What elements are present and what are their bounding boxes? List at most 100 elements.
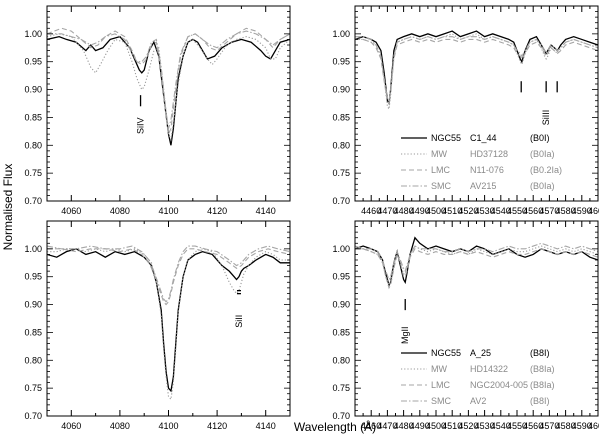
- x-tick-label: 4580: [556, 206, 576, 216]
- y-tick-label: 0.80: [332, 140, 350, 150]
- y-tick-label: 0.70: [332, 196, 350, 206]
- legend-star: C1_44: [470, 133, 497, 143]
- x-tick-label: 4520: [458, 206, 478, 216]
- legend-star: HD37128: [470, 149, 508, 159]
- x-tick-label: 4100: [158, 206, 178, 216]
- legend-sample: MW: [431, 149, 447, 159]
- legend-sample: LMC: [431, 165, 451, 175]
- legend-sample: SMC: [431, 181, 452, 191]
- x-tick-label: 4570: [539, 421, 559, 431]
- x-tick-label: 4590: [572, 206, 592, 216]
- y-tick-label: 0.90: [332, 85, 350, 95]
- series-line-lmc: [46, 27, 291, 137]
- x-tick-label: 4480: [394, 421, 414, 431]
- y-axis-label: Normalised Flux: [1, 164, 15, 251]
- series-line-mw: [46, 33, 291, 142]
- x-tick-label: 4560: [523, 206, 543, 216]
- legend-sample: LMC: [431, 380, 451, 390]
- x-tick-label: 4510: [442, 421, 462, 431]
- x-tick-label: 4490: [410, 421, 430, 431]
- y-tick-label: 0.95: [24, 272, 42, 282]
- x-tick-label: 4590: [572, 421, 592, 431]
- series-line-lmc: [47, 248, 291, 306]
- x-tick-label: 4120: [207, 421, 227, 431]
- x-tick-label: 4460: [361, 206, 381, 216]
- x-tick-label: 4520: [458, 421, 478, 431]
- legend-sample: NGC55: [431, 133, 461, 143]
- legend-star: HD14322: [470, 364, 508, 374]
- x-tick-label: 4140: [256, 206, 276, 216]
- x-tick-label: 4060: [61, 421, 81, 431]
- y-tick-label: 0.70: [24, 196, 42, 206]
- x-tick-label: 4080: [110, 421, 130, 431]
- series-line-smc: [46, 245, 291, 303]
- x-tick-label: 4490: [410, 206, 430, 216]
- y-tick-label: 0.80: [24, 355, 42, 365]
- legend-sptype: (B0I): [530, 133, 550, 143]
- x-tick-label: 4540: [491, 421, 511, 431]
- legend-sptype: (B0Ia): [530, 181, 555, 191]
- line-id-label: SiIV: [136, 118, 146, 135]
- legend-sptype: (B8Ia): [530, 380, 555, 390]
- x-tick-label: 4140: [256, 421, 276, 431]
- legend-sample: NGC55: [431, 348, 461, 358]
- x-tick-label: 4120: [207, 206, 227, 216]
- x-tick-label: 4560: [523, 421, 543, 431]
- x-tick-label: 4530: [475, 206, 495, 216]
- y-tick-label: 1.00: [24, 29, 42, 39]
- panel-top-left: 4060 4080 4100 4120 4140 0.70 0.75 0.80 0.85 0.90…: [24, 5, 291, 216]
- x-tick-label: 4550: [507, 206, 527, 216]
- y-tick-label: 0.85: [332, 112, 350, 122]
- x-tick-label: 4470: [377, 206, 397, 216]
- x-tick-label: 4540: [491, 206, 511, 216]
- series-line-lmc: [355, 248, 599, 290]
- legend-sptype: (B8I): [530, 396, 550, 406]
- panel-bottom-right: 4460447044804490450045104520453045404550…: [332, 220, 599, 431]
- legend-star: AV215: [470, 181, 496, 191]
- legend-sample: SMC: [431, 396, 452, 406]
- y-tick-label: 0.95: [24, 57, 42, 67]
- legend: NGC55 A_25 (B8I) MW HD14322 (B8Ia) LMC NGC2004-…: [401, 348, 555, 406]
- x-tick-label: 4500: [426, 421, 446, 431]
- series-line-lmc: [355, 38, 599, 106]
- y-tick-label: 0.75: [332, 168, 350, 178]
- y-tick-label: 0.75: [24, 383, 42, 393]
- series-line-mw: [47, 248, 290, 401]
- y-tick-label: 0.85: [24, 112, 42, 122]
- series-line-ngc55: [354, 30, 599, 106]
- y-tick-label: 0.90: [24, 300, 42, 310]
- x-tick-label: 4100: [158, 421, 178, 431]
- panel-bottom-left: 4060 4080 4100 4120 4140 0.70 0.75 0.80 0.85 0.90…: [24, 220, 291, 431]
- legend-star: A_25: [470, 348, 491, 358]
- series-line-smc: [355, 36, 599, 103]
- y-tick-label: 0.85: [332, 327, 350, 337]
- legend-sptype: (B0Ia): [530, 149, 555, 159]
- legend-star: AV2: [470, 396, 486, 406]
- y-tick-label: 1.00: [24, 244, 42, 254]
- y-tick-label: 0.85: [24, 327, 42, 337]
- series-line-ngc55: [46, 248, 290, 393]
- x-axis-label: Wavelength (Å): [294, 419, 376, 434]
- x-tick-label: 4570: [539, 206, 559, 216]
- x-tick-label: 4580: [556, 421, 576, 431]
- x-tick-label: 4500: [426, 206, 446, 216]
- y-tick-label: 1.00: [332, 29, 350, 39]
- x-tick-label: 4480: [394, 206, 414, 216]
- y-tick-label: 0.70: [24, 411, 42, 421]
- plot-frame: [46, 5, 291, 202]
- y-tick-label: 1.00: [332, 244, 350, 254]
- line-id-label: MgII: [400, 326, 410, 344]
- y-tick-label: 0.80: [332, 355, 350, 365]
- series-line-smc: [47, 30, 291, 129]
- panel-top-right: 4460447044804490450045104520453045404550…: [332, 5, 599, 216]
- line-id-label: SiIII: [541, 110, 551, 126]
- x-tick-label: 4510: [442, 206, 462, 216]
- series-line-mw: [355, 33, 599, 111]
- y-tick-label: 0.95: [332, 272, 350, 282]
- y-tick-label: 0.90: [332, 300, 350, 310]
- legend-sptype: (B8Ia): [530, 364, 555, 374]
- legend-star: NGC2004-005: [470, 380, 528, 390]
- legend: NGC55 C1_44 (B0I) MW HD37128 (B0Ia) LMC N11-076…: [401, 133, 562, 191]
- y-tick-label: 0.75: [332, 383, 350, 393]
